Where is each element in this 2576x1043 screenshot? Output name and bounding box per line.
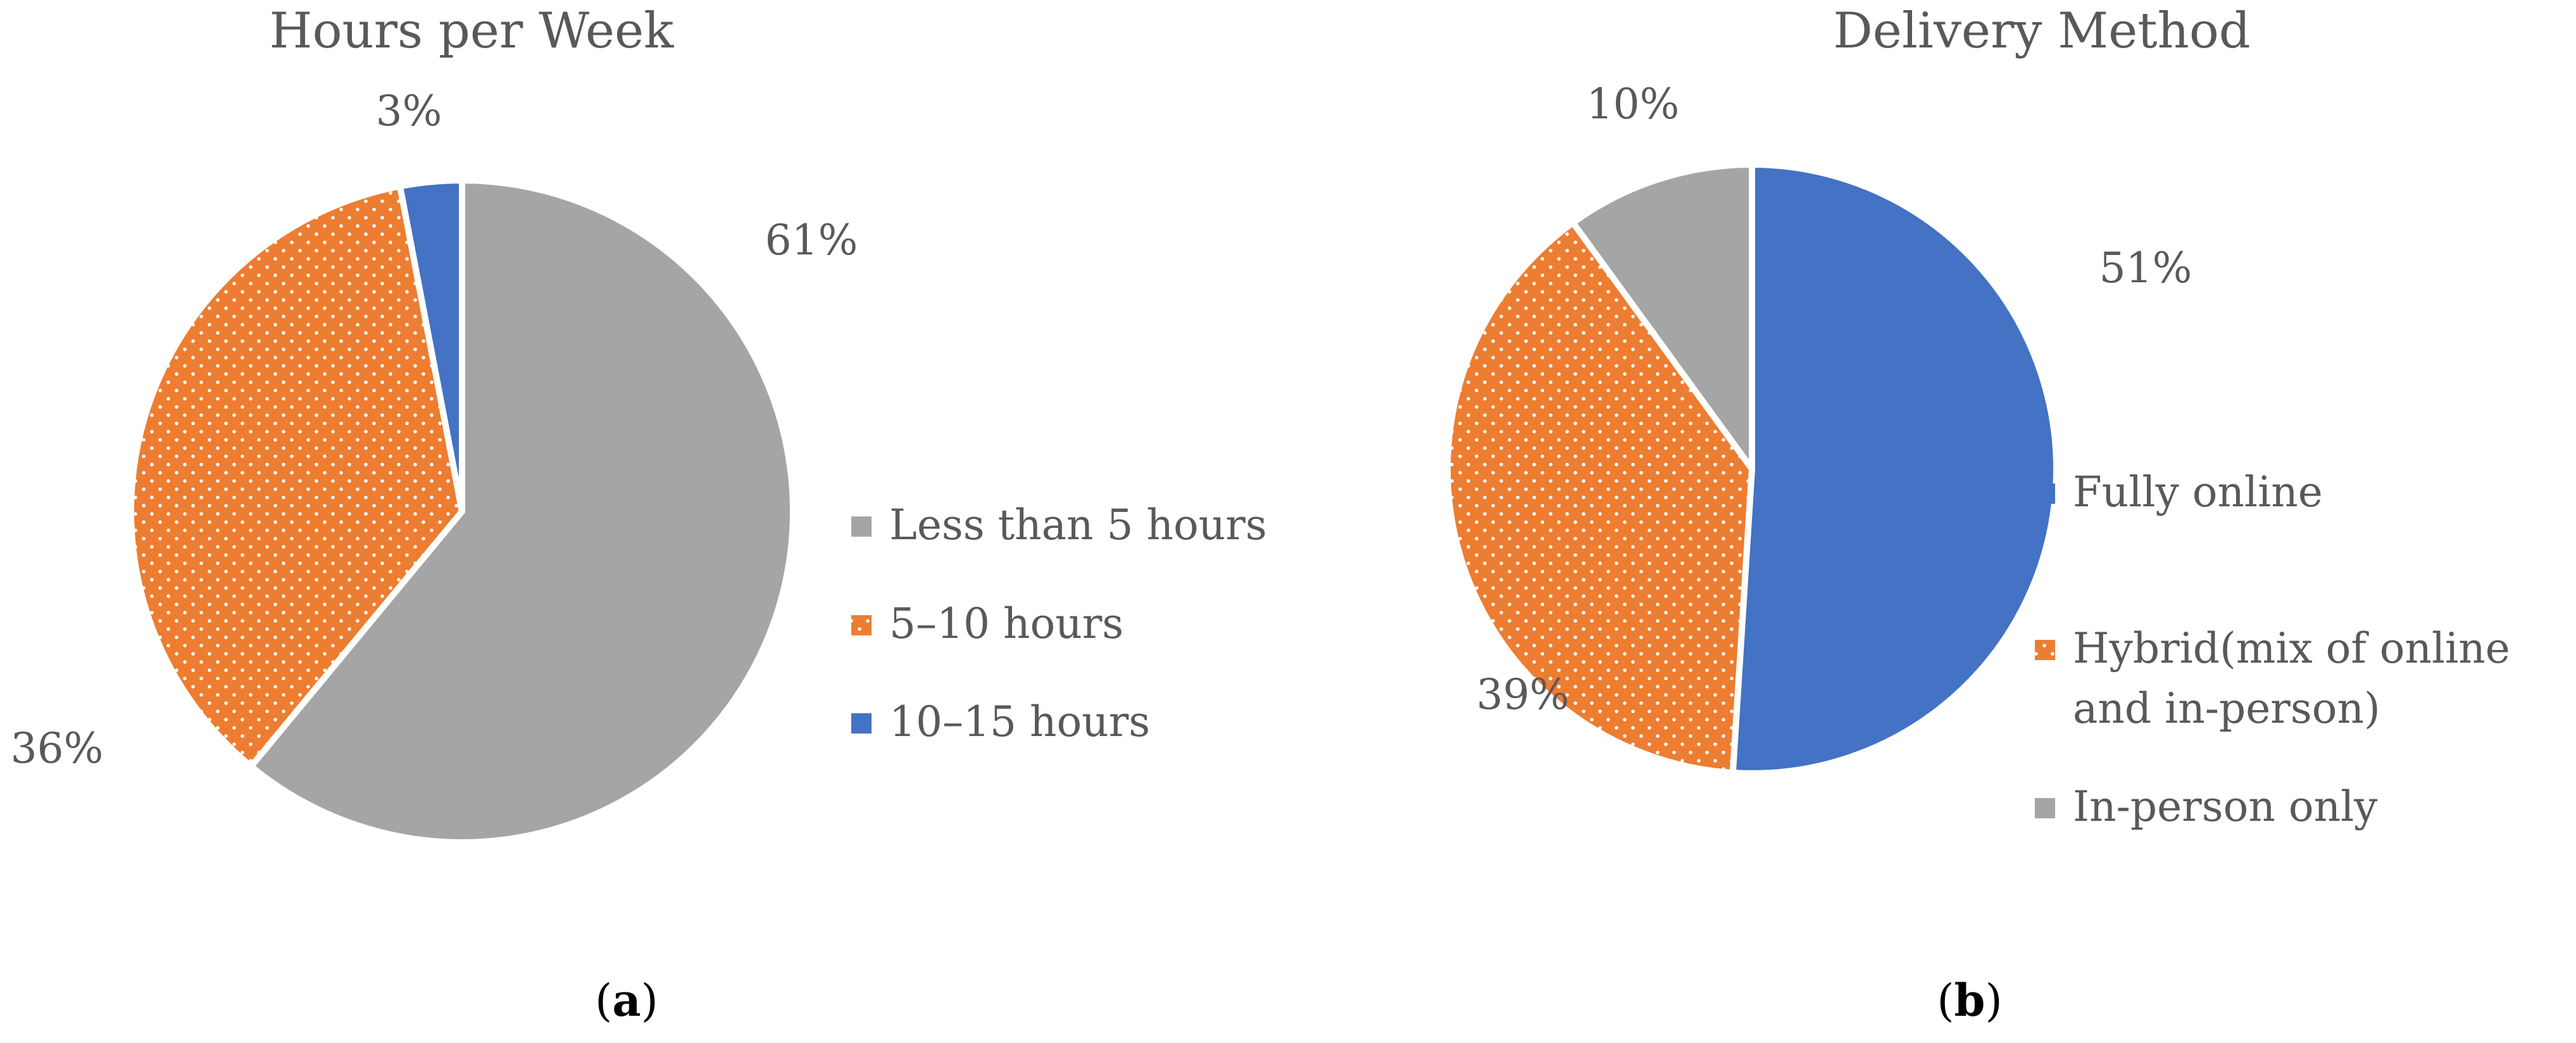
chart-a: Hours per Week 61% 36% 3% Less than 5 hour… [11,3,1267,1027]
data-label-less-than-5-hours: 61% [765,216,858,265]
pie-slice-in-person-only [1570,161,1755,472]
pie-slice-hybrid-mix-of-online-and-in-person [1444,219,1755,777]
chart-b-legend: Fully online Hybrid(mix of online and in-p… [2035,468,2510,831]
chart-b-title: Delivery Method [1833,3,2250,59]
chart-a-data-labels: 61% 36% 3% [11,87,858,773]
legend-swatch [2035,484,2055,504]
chart-b-data-labels: 51% 39% 10% [1477,80,2192,719]
legend-swatch [2035,640,2055,660]
pie-slice-fully-online [1729,161,2060,777]
pie-slice-10-15-hours [397,177,465,515]
legend-swatch [851,615,872,635]
legend-label: Less than 5 hours [889,501,1267,549]
data-label-5-10-hours: 36% [11,724,104,773]
legend-swatch [2035,798,2055,818]
legend-item-5-10-hours: 5–10 hours [851,599,1123,648]
legend-label: Hybrid(mix of online [2073,624,2510,673]
chart-a-title: Hours per Week [270,3,675,59]
data-label-hybrid-mix-of-online-and-in-person: 39% [1477,670,1570,719]
chart-a-slices [128,177,796,846]
pie-slice-less-than-5-hours [247,177,796,846]
data-label-10-15-hours: 3% [376,87,442,135]
chart-a-legend: Less than 5 hours 5–10 hours 10–15 hours [851,501,1267,746]
data-label-in-person-only: 10% [1587,80,1680,128]
legend-item-hybrid-mix-of-online-and-in-person: Hybrid(mix of online and in-person) [2035,624,2510,733]
legend-label: 10–15 hours [889,697,1150,746]
legend-label: and in-person) [2073,684,2380,733]
legend-swatch [851,516,872,537]
chart-b-slices [1444,161,2060,777]
legend-item-less-than-5-hours: Less than 5 hours [851,501,1267,549]
legend-label: Fully online [2073,468,2323,516]
chart-b: Delivery Method 51% 39% 10% Fully online Hy… [1444,3,2510,1027]
legend-label: In-person only [2073,782,2378,831]
legend-item-in-person-only: In-person only [2035,782,2378,831]
chart-b-caption: (b) [1937,974,2003,1027]
chart-a-caption: (a) [595,974,658,1027]
legend-swatch [851,713,872,734]
legend-item-10-15-hours: 10–15 hours [851,697,1150,746]
pie-slice-5-10-hours [128,183,465,770]
data-label-fully-online: 51% [2099,244,2192,292]
legend-label: 5–10 hours [889,599,1123,648]
legend-item-fully-online: Fully online [2035,468,2323,516]
